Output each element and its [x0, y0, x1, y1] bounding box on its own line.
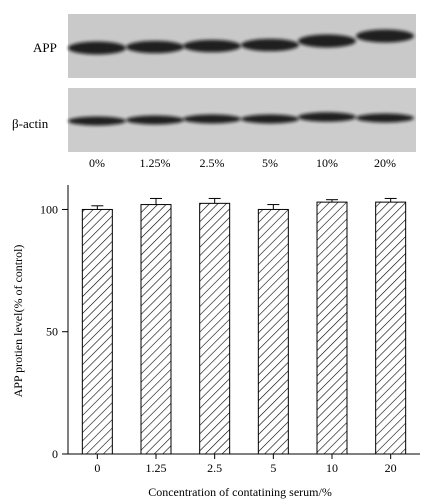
x-axis-label: Concentration of contatining serum/% [148, 485, 332, 499]
lane-label: 1.25% [140, 156, 171, 170]
app-band [126, 40, 184, 54]
y-tick-label: 50 [46, 325, 58, 339]
bar [81, 208, 113, 455]
actin-band [126, 115, 184, 125]
y-tick-label: 100 [40, 202, 58, 216]
actin-band [183, 114, 241, 124]
lane-label: 0% [89, 156, 105, 170]
actin-band [68, 116, 126, 126]
y-tick-label: 0 [52, 447, 58, 461]
x-tick-label: 5 [270, 461, 276, 475]
bar [199, 202, 231, 455]
app-band [68, 41, 126, 55]
actin-band [241, 114, 299, 124]
app-band [183, 39, 241, 53]
western-blot-panel: APP β-actin 0% 1.25% 2.5% 5% 10% 20% [12, 14, 416, 170]
actin-band [298, 112, 356, 122]
actin-band [356, 113, 414, 123]
bar [257, 208, 289, 455]
bar [375, 201, 407, 455]
lane-label: 20% [374, 156, 396, 170]
lane-label: 10% [316, 156, 338, 170]
x-tick-label: 2.5 [207, 461, 222, 475]
x-tick-label: 20 [385, 461, 397, 475]
bar [140, 204, 172, 455]
x-tick-label: 0 [94, 461, 100, 475]
y-axis-label: APP protien level(% of control) [11, 245, 25, 398]
app-band [241, 38, 299, 52]
bar-chart: 0 50 100 0 1.25 2.5 5 10 20 APP protien level(% … [11, 185, 420, 499]
x-tick-label: 1.25 [146, 461, 167, 475]
app-row-label: APP [33, 40, 57, 55]
lane-label: 2.5% [200, 156, 225, 170]
app-band [298, 34, 356, 48]
x-tick-label: 10 [326, 461, 338, 475]
lane-label: 5% [262, 156, 278, 170]
actin-row-label: β-actin [12, 116, 49, 131]
app-band [356, 29, 414, 43]
bar [316, 201, 348, 455]
